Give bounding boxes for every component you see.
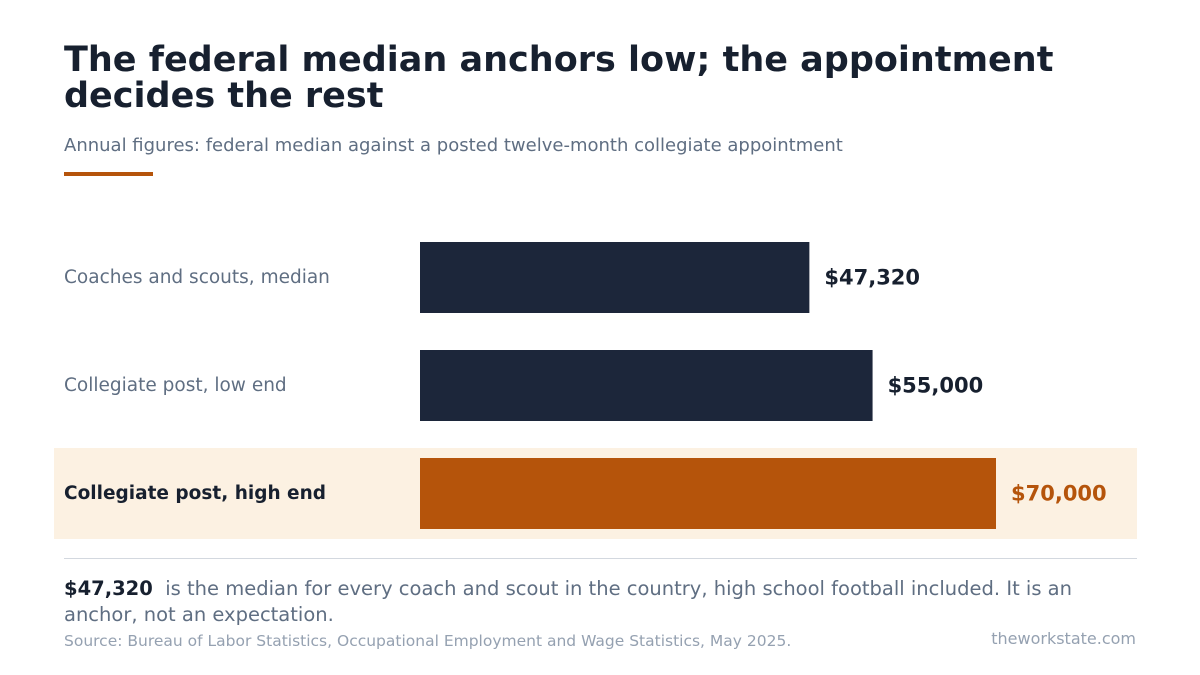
- bar: [420, 350, 873, 421]
- footnote: $47,320 is the median for every coach an…: [64, 576, 1136, 628]
- footnote-text: is the median for every coach and scout …: [64, 577, 1072, 626]
- value-label: $70,000: [1011, 482, 1107, 506]
- divider: [64, 558, 1137, 559]
- source-credit: Source: Bureau of Labor Statistics, Occu…: [64, 632, 792, 650]
- value-label: $55,000: [888, 374, 984, 398]
- value-label: $47,320: [824, 266, 920, 290]
- category-label: Coaches and scouts, median: [64, 267, 330, 288]
- footnote-value: $47,320: [64, 577, 153, 600]
- category-label: Collegiate post, high end: [64, 483, 326, 504]
- bar: [420, 242, 810, 313]
- category-label: Collegiate post, low end: [64, 375, 287, 396]
- brand-credit: theworkstate.com: [991, 629, 1136, 648]
- accent-rule: [64, 172, 153, 176]
- chart-subtitle: Annual figures: federal median against a…: [64, 135, 843, 156]
- bar: [420, 458, 996, 529]
- chart-title: The federal median anchors low; the appo…: [64, 40, 1054, 116]
